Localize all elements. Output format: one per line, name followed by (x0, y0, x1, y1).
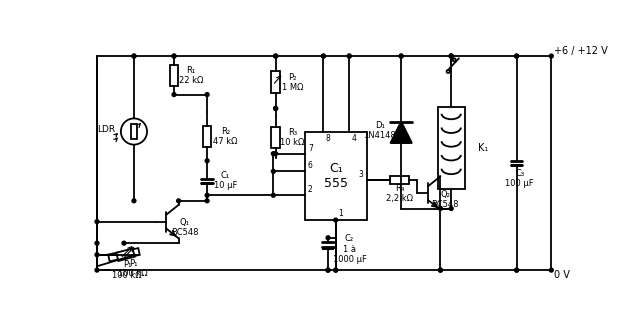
Text: 1: 1 (338, 209, 343, 218)
Text: C₁
555: C₁ 555 (324, 162, 348, 190)
Text: 7: 7 (308, 144, 313, 153)
Circle shape (515, 268, 518, 272)
Circle shape (348, 54, 351, 58)
Text: 8: 8 (326, 134, 330, 143)
Circle shape (172, 54, 176, 58)
Circle shape (321, 54, 325, 58)
Circle shape (399, 54, 403, 58)
Circle shape (95, 268, 99, 272)
Bar (131, 124, 137, 139)
Text: C₁
10 μF: C₁ 10 μF (214, 171, 237, 190)
Circle shape (334, 268, 338, 272)
Circle shape (449, 54, 453, 58)
Circle shape (438, 268, 442, 272)
Text: R₁
22 kΩ: R₁ 22 kΩ (179, 66, 203, 85)
Circle shape (326, 268, 330, 272)
Circle shape (95, 253, 99, 257)
Bar (305, 131, 367, 220)
Circle shape (348, 54, 351, 58)
Circle shape (438, 207, 442, 211)
Bar (438, 107, 465, 189)
Text: C₂
1 à
1000 μF: C₂ 1 à 1000 μF (333, 234, 367, 264)
Bar (116, 248, 135, 261)
Circle shape (205, 199, 209, 203)
Circle shape (449, 207, 453, 211)
Circle shape (449, 54, 453, 58)
Bar (511, 164, 522, 167)
Circle shape (274, 54, 278, 58)
Text: Q₂
BC548: Q₂ BC548 (431, 190, 459, 209)
Text: LDR: LDR (97, 126, 115, 135)
Text: R₄
2,2 kΩ: R₄ 2,2 kΩ (386, 184, 413, 203)
Circle shape (399, 54, 403, 58)
Text: P₁
100 kΩ: P₁ 100 kΩ (112, 260, 142, 280)
Text: D₁
1N4148: D₁ 1N4148 (364, 121, 396, 141)
Text: R₃
10 kΩ: R₃ 10 kΩ (280, 127, 305, 147)
Bar (390, 176, 409, 185)
Text: +6 / +12 V: +6 / +12 V (554, 46, 607, 56)
Circle shape (334, 268, 338, 272)
Circle shape (515, 54, 518, 58)
Circle shape (271, 193, 275, 197)
Circle shape (132, 54, 136, 58)
Bar (201, 182, 213, 185)
Circle shape (549, 54, 553, 58)
Circle shape (271, 152, 275, 156)
Text: K₁: K₁ (478, 143, 488, 153)
Text: C₃
100 μF: C₃ 100 μF (506, 169, 534, 188)
Circle shape (132, 199, 136, 203)
Bar (322, 247, 334, 250)
Circle shape (172, 93, 176, 96)
Text: 4: 4 (351, 134, 356, 143)
Bar (108, 248, 140, 261)
Circle shape (274, 107, 278, 110)
Circle shape (274, 152, 278, 156)
Circle shape (334, 218, 338, 222)
Text: 6: 6 (308, 161, 313, 170)
Circle shape (274, 54, 278, 58)
Circle shape (205, 93, 209, 96)
Circle shape (515, 54, 518, 58)
Bar (271, 71, 280, 93)
Circle shape (321, 54, 325, 58)
Bar (271, 126, 280, 148)
Text: 0 V: 0 V (554, 270, 570, 280)
Circle shape (449, 54, 453, 58)
Bar (203, 126, 211, 147)
Text: 2: 2 (308, 185, 313, 194)
Circle shape (95, 241, 99, 245)
Circle shape (172, 54, 176, 58)
Circle shape (515, 268, 518, 272)
Circle shape (438, 268, 442, 272)
Bar (170, 65, 178, 86)
Circle shape (326, 236, 330, 240)
Circle shape (95, 220, 99, 224)
Text: P₁
100 kΩ: P₁ 100 kΩ (118, 259, 148, 278)
Circle shape (274, 107, 278, 110)
Text: P₂
1 MΩ: P₂ 1 MΩ (282, 73, 303, 92)
Circle shape (326, 268, 330, 272)
Circle shape (205, 193, 209, 197)
Text: Q₁
BC548: Q₁ BC548 (171, 218, 198, 237)
Circle shape (177, 199, 180, 203)
Circle shape (132, 54, 136, 58)
Circle shape (205, 159, 209, 163)
Circle shape (122, 241, 126, 245)
Text: R₂
47 kΩ: R₂ 47 kΩ (213, 127, 238, 146)
Text: 3: 3 (358, 170, 364, 179)
Polygon shape (390, 122, 412, 143)
Circle shape (271, 170, 275, 173)
Circle shape (549, 268, 553, 272)
